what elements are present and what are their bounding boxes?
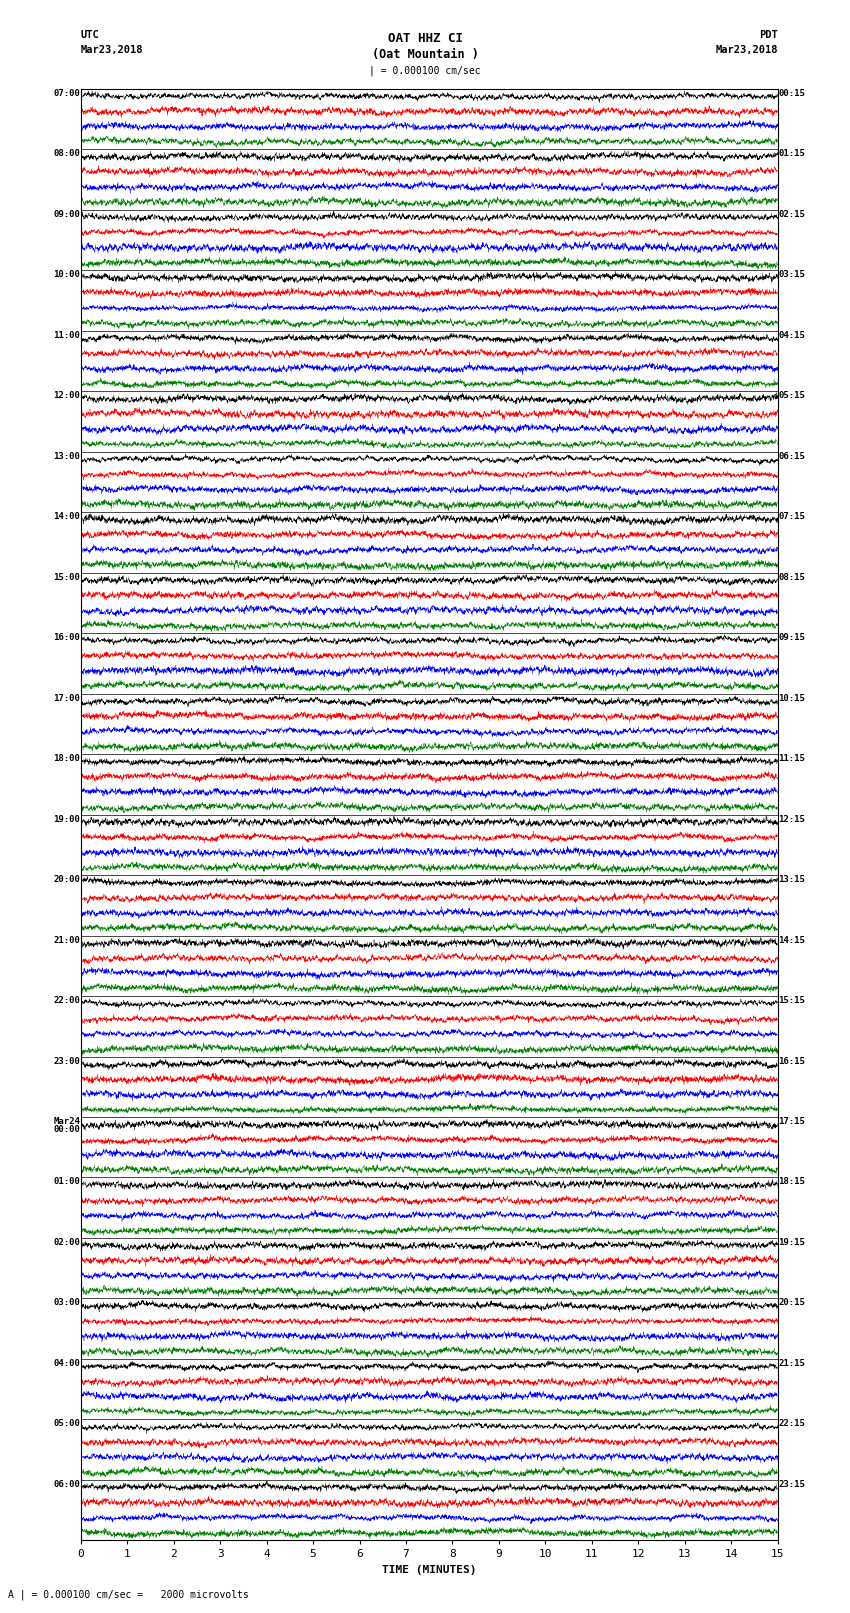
- Text: 12:00: 12:00: [54, 392, 80, 400]
- Text: 20:00: 20:00: [54, 876, 80, 884]
- Text: 14:00: 14:00: [54, 513, 80, 521]
- Text: 12:15: 12:15: [779, 815, 805, 824]
- Text: 23:15: 23:15: [779, 1481, 805, 1489]
- Text: 02:15: 02:15: [779, 210, 805, 219]
- Text: 07:00: 07:00: [54, 89, 80, 98]
- Text: PDT: PDT: [759, 31, 778, 40]
- Text: 06:00: 06:00: [54, 1481, 80, 1489]
- Text: 10:15: 10:15: [779, 694, 805, 703]
- Text: | = 0.000100 cm/sec: | = 0.000100 cm/sec: [369, 65, 481, 76]
- Text: 13:15: 13:15: [779, 876, 805, 884]
- Text: 05:15: 05:15: [779, 392, 805, 400]
- Text: 07:15: 07:15: [779, 513, 805, 521]
- Text: 08:15: 08:15: [779, 573, 805, 582]
- Text: A | = 0.000100 cm/sec =   2000 microvolts: A | = 0.000100 cm/sec = 2000 microvolts: [8, 1589, 249, 1600]
- Text: 18:00: 18:00: [54, 755, 80, 763]
- Text: 11:15: 11:15: [779, 755, 805, 763]
- Text: 04:00: 04:00: [54, 1358, 80, 1368]
- Text: 02:00: 02:00: [54, 1239, 80, 1247]
- Text: 06:15: 06:15: [779, 452, 805, 461]
- Text: UTC: UTC: [81, 31, 99, 40]
- Text: OAT HHZ CI: OAT HHZ CI: [388, 32, 462, 45]
- Text: 19:00: 19:00: [54, 815, 80, 824]
- Text: Mar23,2018: Mar23,2018: [715, 45, 778, 55]
- Text: 01:15: 01:15: [779, 150, 805, 158]
- Text: Mar23,2018: Mar23,2018: [81, 45, 144, 55]
- Text: 05:00: 05:00: [54, 1419, 80, 1429]
- Text: 00:15: 00:15: [779, 89, 805, 98]
- Text: 19:15: 19:15: [779, 1239, 805, 1247]
- Text: 18:15: 18:15: [779, 1177, 805, 1187]
- Text: 14:15: 14:15: [779, 936, 805, 945]
- Text: 04:15: 04:15: [779, 331, 805, 340]
- Text: 10:00: 10:00: [54, 271, 80, 279]
- Text: 22:15: 22:15: [779, 1419, 805, 1429]
- Text: 17:15: 17:15: [779, 1118, 805, 1126]
- Text: 20:15: 20:15: [779, 1298, 805, 1308]
- Text: 11:00: 11:00: [54, 331, 80, 340]
- Text: 17:00: 17:00: [54, 694, 80, 703]
- Text: Mar24
00:00: Mar24 00:00: [54, 1118, 80, 1134]
- Text: 09:00: 09:00: [54, 210, 80, 219]
- Text: 21:15: 21:15: [779, 1358, 805, 1368]
- Text: 22:00: 22:00: [54, 997, 80, 1005]
- Text: 08:00: 08:00: [54, 150, 80, 158]
- Text: 15:00: 15:00: [54, 573, 80, 582]
- Text: 23:00: 23:00: [54, 1057, 80, 1066]
- Text: 03:15: 03:15: [779, 271, 805, 279]
- Text: 03:00: 03:00: [54, 1298, 80, 1308]
- Text: 16:00: 16:00: [54, 634, 80, 642]
- Text: 21:00: 21:00: [54, 936, 80, 945]
- X-axis label: TIME (MINUTES): TIME (MINUTES): [382, 1565, 477, 1574]
- Text: 09:15: 09:15: [779, 634, 805, 642]
- Text: 15:15: 15:15: [779, 997, 805, 1005]
- Text: 01:00: 01:00: [54, 1177, 80, 1187]
- Text: (Oat Mountain ): (Oat Mountain ): [371, 48, 479, 61]
- Text: 13:00: 13:00: [54, 452, 80, 461]
- Text: 16:15: 16:15: [779, 1057, 805, 1066]
